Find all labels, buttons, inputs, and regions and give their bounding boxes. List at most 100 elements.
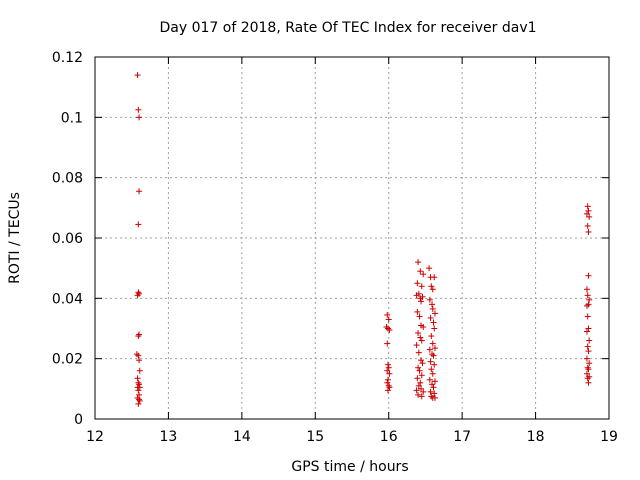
data-point (135, 400, 142, 407)
data-point (584, 222, 591, 229)
data-point (428, 366, 435, 373)
data-point (384, 379, 391, 386)
data-point (430, 319, 437, 326)
data-point (586, 296, 593, 303)
data-point (383, 323, 390, 330)
data-point (386, 327, 393, 334)
data-point (413, 292, 420, 299)
data-point (417, 334, 424, 341)
data-point (413, 342, 420, 349)
data-point (134, 72, 141, 79)
data-point (384, 340, 391, 347)
data-point (426, 296, 433, 303)
data-point (415, 330, 422, 337)
data-point (418, 393, 425, 400)
data-point (430, 384, 437, 391)
data-point (133, 351, 140, 358)
data-point (384, 367, 391, 374)
data-point (584, 292, 591, 299)
data-point (428, 283, 435, 290)
grid (95, 57, 609, 419)
data-point (585, 325, 592, 332)
y-tick-label: 0.02 (52, 352, 83, 368)
data-point (417, 268, 424, 275)
data-point (136, 331, 143, 338)
data-point (428, 393, 435, 400)
data-point (134, 375, 141, 382)
data-point (136, 367, 143, 374)
data-point (385, 316, 392, 323)
data-point (416, 313, 423, 320)
data-point (384, 311, 391, 318)
data-point (135, 352, 142, 359)
data-point (429, 370, 436, 377)
data-point (427, 314, 434, 321)
y-axis-label: ROTI / TECUs (7, 192, 23, 284)
data-point (134, 292, 141, 299)
data-point (384, 387, 391, 394)
data-point (416, 367, 423, 374)
x-tick-label: 19 (600, 429, 618, 445)
data-point (135, 106, 142, 113)
data-point (429, 305, 436, 312)
y-tick-label: 0 (74, 412, 83, 428)
data-point (431, 345, 438, 352)
x-tick-labels: 12 13 14 15 16 17 18 19 (86, 429, 618, 445)
x-axis-label: GPS time / hours (291, 459, 408, 475)
data-point (415, 364, 422, 371)
data-point (585, 228, 592, 235)
data-point (418, 298, 425, 305)
x-tick-label: 14 (233, 429, 251, 445)
data-point (427, 388, 434, 395)
data-point (431, 325, 438, 332)
data-point (431, 390, 438, 397)
data-point (136, 384, 143, 391)
data-point (418, 385, 425, 392)
data-point (426, 346, 433, 353)
data-point (585, 379, 592, 386)
data-point (415, 382, 422, 389)
data-point (135, 387, 142, 394)
data-point (426, 376, 433, 383)
x-tick-label: 12 (86, 429, 104, 445)
data-point (431, 274, 438, 281)
data-point (584, 203, 591, 210)
data-point (136, 114, 143, 121)
data-point (584, 313, 591, 320)
data-point (419, 360, 426, 367)
data-point (429, 301, 436, 308)
data-point (583, 355, 590, 362)
data-point (417, 379, 424, 386)
x-tick-label: 15 (306, 429, 324, 445)
data-point (420, 323, 427, 330)
y-tick-label: 0.12 (52, 50, 83, 66)
data-point (427, 358, 434, 365)
y-tick-labels: 0 0.02 0.04 0.06 0.08 0.1 0.12 (52, 50, 83, 428)
data-point (428, 333, 435, 340)
data-point (415, 259, 422, 266)
data-point (386, 384, 393, 391)
data-point (431, 361, 438, 368)
data-point (420, 271, 427, 278)
data-point (384, 376, 391, 383)
data-point (135, 221, 142, 228)
data-point (136, 357, 143, 364)
data-point (583, 328, 590, 335)
axis-ticks (94, 56, 610, 420)
data-point (431, 310, 438, 317)
data-point (135, 379, 142, 386)
x-tick-label: 17 (453, 429, 471, 445)
data-point (135, 289, 142, 296)
data-point (385, 382, 392, 389)
data-point (583, 286, 590, 293)
data-point (585, 272, 592, 279)
data-point (584, 343, 591, 350)
y-tick-label: 0.06 (52, 231, 83, 247)
data-points (133, 72, 593, 407)
data-point (414, 308, 421, 315)
y-tick-label: 0.08 (52, 171, 83, 187)
data-point (136, 290, 143, 297)
data-point (418, 372, 425, 379)
data-point (136, 381, 143, 388)
